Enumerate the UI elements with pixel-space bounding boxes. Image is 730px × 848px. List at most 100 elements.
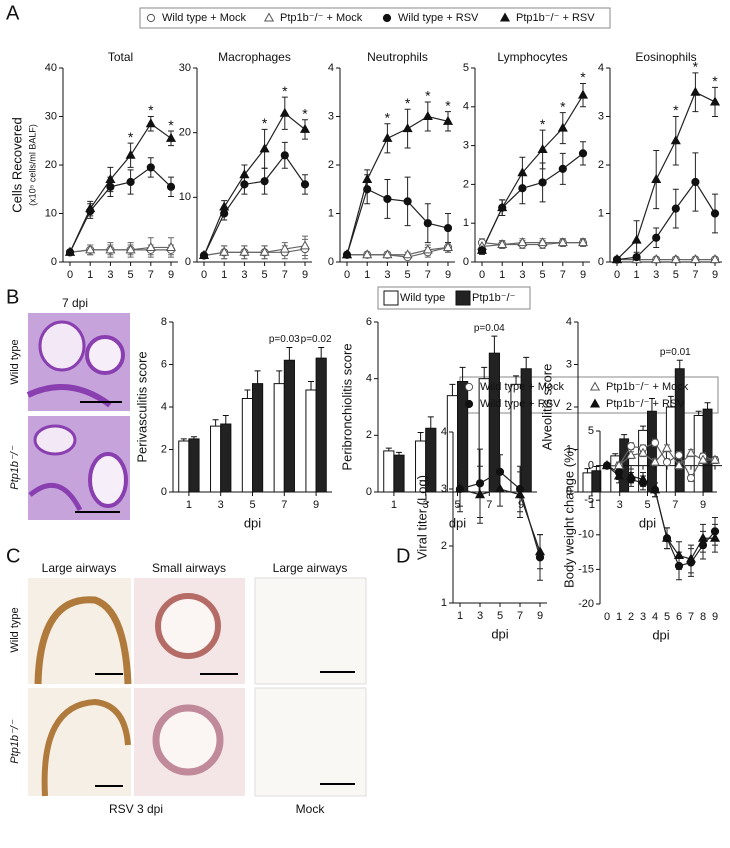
- legend-label: Ptp1b⁻/⁻: [472, 292, 516, 304]
- legend-box: [377, 286, 531, 310]
- marker: [613, 470, 625, 480]
- x-tick-label: 0: [344, 269, 350, 281]
- error-bar: [621, 434, 628, 439]
- marker: [709, 96, 721, 106]
- x-tick-label: 3: [218, 499, 224, 511]
- x-tick-label: 5: [128, 269, 134, 281]
- y-tick-label: 2: [441, 540, 447, 552]
- y-tick-label: 20: [45, 159, 57, 171]
- marker: [537, 237, 548, 247]
- series-line: [481, 94, 584, 251]
- micrograph: [28, 578, 132, 685]
- x-tick-label: 7: [281, 499, 287, 511]
- marker: [601, 460, 613, 470]
- y-axis-label: Cells Recovered: [9, 117, 24, 212]
- x-tick-label: 8: [700, 611, 706, 623]
- x-tick-label: 3: [384, 269, 390, 281]
- column-label: Large airways: [273, 561, 348, 575]
- marker: [382, 132, 393, 142]
- marker: [240, 180, 249, 189]
- series-line: [203, 112, 306, 256]
- y-tick-label: 4: [161, 401, 167, 413]
- error-bar: [523, 356, 530, 369]
- chart-title: Total: [108, 50, 133, 64]
- marker: [105, 244, 116, 254]
- x-tick-label: 1: [499, 269, 505, 281]
- x-tick-label: 3: [107, 269, 113, 281]
- error-bar: [449, 383, 456, 396]
- marker: [673, 460, 685, 470]
- x-tick-label: 4: [652, 611, 658, 623]
- annotation: *: [168, 117, 174, 133]
- error-bar: [244, 389, 251, 399]
- marker: [454, 483, 466, 493]
- group-label: Mock: [296, 802, 326, 816]
- column-label: Large airways: [42, 561, 117, 575]
- legend-label: Wild type + RSV: [398, 12, 479, 24]
- marker: [166, 182, 176, 191]
- group-label: RSV 3 dpi: [109, 802, 163, 816]
- x-tick-label: 0: [479, 269, 485, 281]
- error-bar: [254, 370, 261, 384]
- error-bar: [318, 347, 325, 359]
- y-tick-label: 5: [463, 62, 469, 74]
- marker: [341, 249, 353, 259]
- panel-letter: C: [6, 545, 20, 567]
- series-line: [203, 154, 306, 256]
- row-label: Wild type: [9, 607, 21, 652]
- x-tick-label: 7: [282, 269, 288, 281]
- y-tick-label: 1: [463, 217, 469, 229]
- marker: [557, 122, 568, 132]
- marker: [578, 149, 588, 158]
- marker: [690, 86, 701, 96]
- marker: [698, 541, 708, 550]
- x-tick-label: 7: [688, 611, 694, 623]
- y-tick-label: -15: [578, 563, 594, 575]
- marker: [476, 244, 488, 254]
- y-tick-label: 6: [366, 316, 372, 328]
- marker: [85, 244, 96, 254]
- x-axis-label: dpi: [491, 626, 508, 641]
- x-tick-label: 9: [518, 499, 524, 511]
- legend-label: Ptp1b⁻/⁻ + RSV: [516, 12, 595, 24]
- bar: [647, 410, 657, 493]
- x-tick-label: 9: [537, 610, 543, 622]
- x-tick-label: 0: [201, 269, 207, 281]
- panel-letter: D: [396, 545, 410, 567]
- annotation: p=0.04: [474, 323, 505, 334]
- y-axis-label: Perivasculitis score: [134, 351, 149, 462]
- marker: [165, 132, 177, 142]
- marker: [145, 241, 156, 251]
- series-line: [607, 447, 715, 467]
- x-tick-label: 3: [653, 269, 659, 281]
- y-tick-label: 4: [366, 373, 372, 385]
- bar: [702, 408, 713, 493]
- annotation: *: [405, 95, 411, 111]
- marker: [518, 184, 527, 193]
- y-tick-label: 6: [161, 358, 167, 370]
- annotation: p=0.03: [269, 334, 300, 345]
- panel-letter: A: [6, 2, 20, 24]
- error-bar: [308, 381, 315, 390]
- x-tick-label: 7: [425, 269, 431, 281]
- x-tick-label: 3: [617, 499, 623, 511]
- y-tick-label: 5: [588, 425, 594, 437]
- legend-label: Ptp1b⁻/⁻ + Mock: [606, 381, 689, 393]
- marker: [557, 237, 568, 247]
- y-tick-label: 3: [598, 110, 604, 122]
- series-line: [616, 180, 716, 261]
- y-tick-label: 3: [441, 483, 447, 495]
- x-tick-label: 1: [634, 269, 640, 281]
- marker: [637, 447, 649, 457]
- bar: [241, 398, 254, 493]
- bar: [457, 381, 469, 493]
- chart-title: Eosinophils: [635, 50, 696, 64]
- series-line: [69, 122, 172, 253]
- error-bar: [276, 370, 283, 384]
- marker: [198, 250, 210, 260]
- annotation: p=0.01: [660, 347, 691, 358]
- x-axis-label: dpi: [652, 627, 669, 642]
- y-tick-label: 0: [598, 256, 604, 268]
- x-axis-label: dpi: [244, 515, 261, 530]
